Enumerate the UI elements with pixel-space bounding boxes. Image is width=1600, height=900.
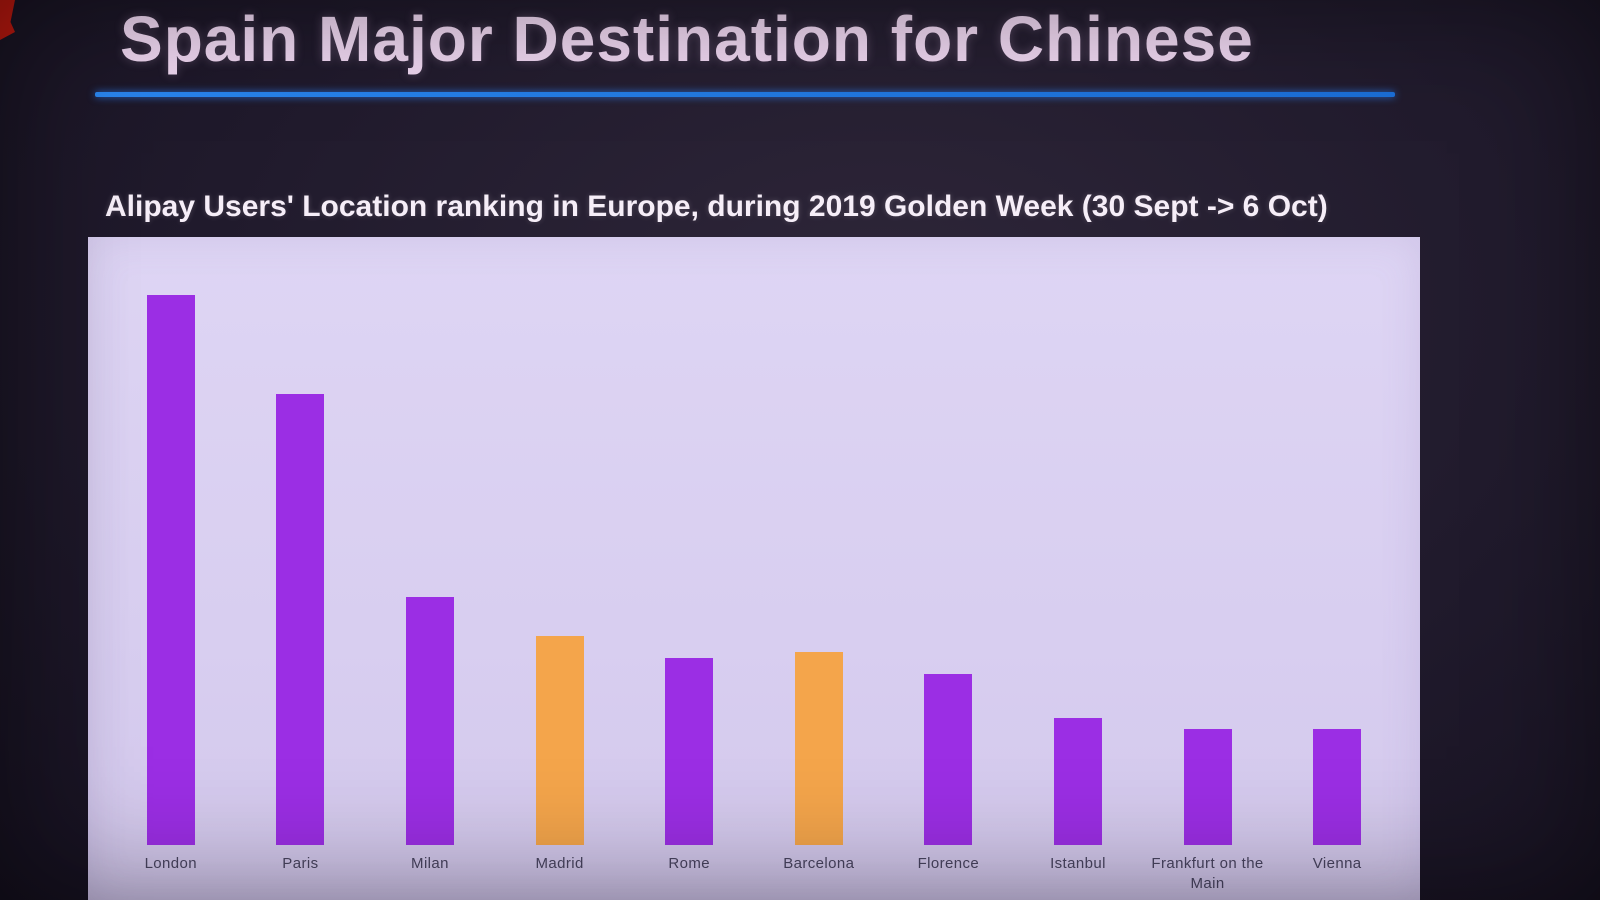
bar xyxy=(665,658,714,845)
bar-group-vienna: Vienna xyxy=(1272,237,1402,872)
bar-group-rome: Rome xyxy=(624,237,754,872)
chart-title: Alipay Users' Location ranking in Europe… xyxy=(105,190,1328,223)
bar-group-london: London xyxy=(106,237,236,872)
bar-label: Frankfurt on the Main xyxy=(1151,855,1264,892)
bar-label: Vienna xyxy=(1312,855,1362,872)
bar-label: Paris xyxy=(282,855,319,872)
bar-chart-plot-area: London Paris Milan Madrid Rome Barcelona Flore… xyxy=(106,237,1402,892)
bar-group-barcelona: Barcelona xyxy=(754,237,884,872)
bar xyxy=(794,652,843,845)
bar xyxy=(405,597,454,845)
bar-label: Barcelona xyxy=(783,855,855,872)
bar xyxy=(276,394,325,845)
red-corner-artifact xyxy=(0,0,15,40)
bar-group-madrid: Madrid xyxy=(495,237,625,872)
bar-label: Florence xyxy=(917,855,980,872)
bar xyxy=(1053,718,1102,845)
bar-label: Milan xyxy=(411,855,449,872)
bar xyxy=(535,636,584,845)
bar-group-florence: Florence xyxy=(884,237,1014,872)
bar-chart: London Paris Milan Madrid Rome Barcelona Flore… xyxy=(88,237,1420,900)
title-underline xyxy=(95,92,1395,97)
bar-label: Istanbul xyxy=(1050,855,1106,872)
slide-title: Spain Major Destination for Chinese xyxy=(120,3,1254,75)
bar-group-paris: Paris xyxy=(236,237,366,872)
bar-label: London xyxy=(144,855,198,872)
bar-label: Madrid xyxy=(535,855,584,872)
bar-label: Rome xyxy=(668,855,710,872)
bar xyxy=(146,295,195,845)
bar xyxy=(924,674,973,845)
bar-group-istanbul: Istanbul xyxy=(1013,237,1143,872)
bar-group-frankfurt-on-the-main: Frankfurt on the Main xyxy=(1143,237,1273,892)
bar-group-milan: Milan xyxy=(365,237,495,872)
bar xyxy=(1313,729,1362,845)
bar xyxy=(1183,729,1232,845)
